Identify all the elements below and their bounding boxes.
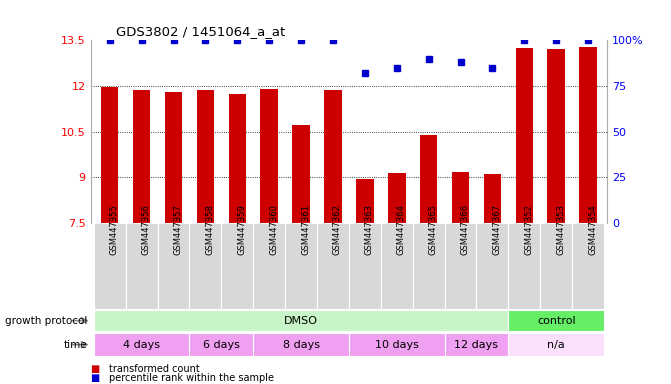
Bar (509, 223, 540, 309)
Bar (158, 223, 189, 309)
Bar (349, 223, 381, 309)
Bar (381, 223, 413, 309)
Bar (452, 172, 469, 223)
Text: ■: ■ (91, 364, 100, 374)
Bar (101, 88, 119, 223)
Text: GSM447363: GSM447363 (365, 204, 374, 255)
Bar (94, 333, 189, 356)
Text: time: time (64, 339, 87, 350)
Text: n/a: n/a (548, 339, 565, 350)
Bar (445, 333, 509, 356)
Bar (445, 223, 476, 309)
Text: 8 days: 8 days (282, 339, 319, 350)
Text: DMSO: DMSO (284, 316, 318, 326)
Bar (189, 333, 253, 356)
Bar (260, 89, 278, 223)
Text: GSM447359: GSM447359 (238, 204, 246, 255)
Text: GSM447367: GSM447367 (493, 204, 501, 255)
Text: GSM447355: GSM447355 (110, 204, 119, 255)
Bar (94, 223, 125, 309)
Bar (94, 310, 509, 331)
Bar (509, 333, 604, 356)
Text: GSM447358: GSM447358 (205, 204, 215, 255)
Text: control: control (537, 316, 576, 326)
Bar (484, 174, 501, 223)
Bar (420, 135, 437, 223)
Text: GSM447356: GSM447356 (142, 204, 150, 255)
Text: GSM447362: GSM447362 (333, 204, 342, 255)
Bar (253, 223, 285, 309)
Text: GSM447352: GSM447352 (524, 204, 533, 255)
Bar (548, 49, 565, 223)
Text: 10 days: 10 days (375, 339, 419, 350)
Bar (229, 94, 246, 223)
Text: percentile rank within the sample: percentile rank within the sample (109, 373, 274, 383)
Bar (476, 223, 509, 309)
Bar (165, 92, 183, 223)
Bar (509, 310, 604, 331)
Text: GSM447365: GSM447365 (429, 204, 437, 255)
Bar (253, 333, 349, 356)
Bar (133, 91, 150, 223)
Text: ■: ■ (91, 373, 100, 383)
Text: growth protocol: growth protocol (5, 316, 87, 326)
Text: 12 days: 12 days (454, 339, 499, 350)
Bar (388, 172, 405, 223)
Bar (540, 223, 572, 309)
Bar (349, 333, 445, 356)
Bar (125, 223, 158, 309)
Bar (356, 179, 374, 223)
Text: GDS3802 / 1451064_a_at: GDS3802 / 1451064_a_at (117, 25, 286, 38)
Bar (515, 48, 533, 223)
Text: GSM447357: GSM447357 (174, 204, 183, 255)
Bar (293, 126, 310, 223)
Text: 6 days: 6 days (203, 339, 240, 350)
Bar (221, 223, 253, 309)
Text: GSM447366: GSM447366 (460, 204, 470, 255)
Text: GSM447361: GSM447361 (301, 204, 310, 255)
Bar (285, 223, 317, 309)
Bar (579, 47, 597, 223)
Text: GSM447364: GSM447364 (397, 204, 406, 255)
Bar (197, 91, 214, 223)
Text: GSM447354: GSM447354 (588, 204, 597, 255)
Bar (189, 223, 221, 309)
Bar (572, 223, 604, 309)
Bar (413, 223, 445, 309)
Bar (324, 91, 342, 223)
Text: 4 days: 4 days (123, 339, 160, 350)
Text: transformed count: transformed count (109, 364, 200, 374)
Bar (317, 223, 349, 309)
Text: GSM447353: GSM447353 (556, 204, 565, 255)
Text: GSM447360: GSM447360 (269, 204, 278, 255)
